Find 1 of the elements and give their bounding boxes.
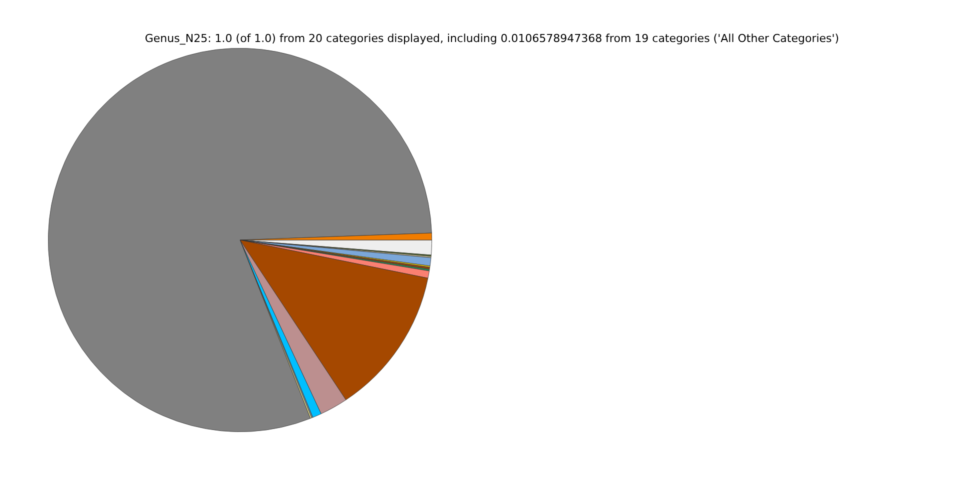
- text: Genus_N25: 1.0 (of 1.0) from 20 categories displayed, including 0.0106578947368 from 19 categories ('All Other Categories'): [144, 32, 840, 45]
